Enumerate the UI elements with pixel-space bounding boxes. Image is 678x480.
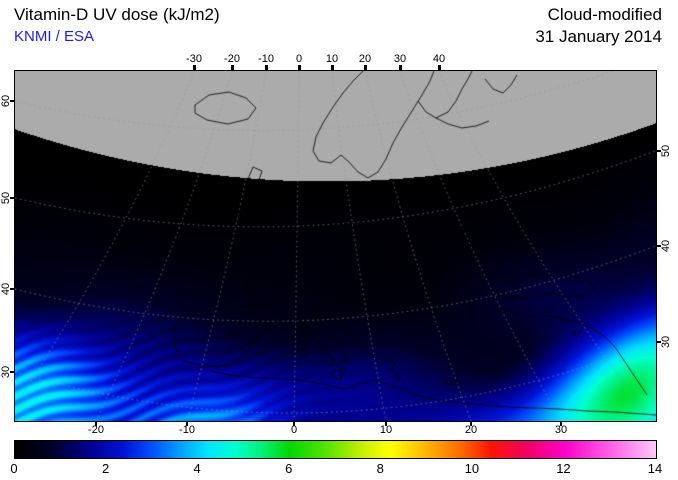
axis-tickmark bbox=[656, 341, 661, 343]
longitude-tick-label: -20 bbox=[224, 53, 240, 65]
latitude-tick-label: 40 bbox=[660, 239, 672, 253]
colorbar-tick-label: 2 bbox=[101, 461, 110, 476]
axis-tickmark bbox=[231, 65, 234, 71]
colorbar-tick-label: 6 bbox=[285, 461, 293, 476]
longitude-tick-label: 0 bbox=[295, 53, 303, 65]
longitude-tick-label: 10 bbox=[325, 53, 339, 65]
axis-tickmark bbox=[656, 150, 661, 152]
longitude-tick-label: -20 bbox=[88, 424, 104, 436]
product-mode: Cloud-modified bbox=[547, 5, 662, 24]
axis-tickmark bbox=[385, 421, 387, 426]
axis-tickmark bbox=[656, 245, 661, 247]
longitude-tick-label: 30 bbox=[393, 53, 407, 65]
axis-tickmark bbox=[399, 65, 402, 71]
axis-tickmark bbox=[293, 421, 295, 426]
colorbar-tick-label: 10 bbox=[464, 461, 480, 476]
longitude-tick-label: 30 bbox=[554, 424, 568, 436]
axis-tickmark bbox=[364, 65, 367, 71]
colorbar-gradient bbox=[15, 441, 656, 458]
axis-tickmark bbox=[193, 65, 196, 71]
axis-tickmark bbox=[470, 421, 472, 426]
axis-tickmark bbox=[95, 421, 97, 426]
longitude-tick-label: 10 bbox=[379, 424, 393, 436]
colorbar bbox=[14, 440, 657, 459]
longitude-tick-label: -30 bbox=[186, 53, 202, 65]
map-panel: -30 -20 -10 0 10 20 30 40 -20 -10 0 10 20 30 60 50 40 30 5… bbox=[0, 53, 672, 436]
uv-dose-map-canvas bbox=[15, 71, 656, 421]
longitude-tick-label: 0 bbox=[290, 424, 298, 436]
longitude-tick-label: 20 bbox=[358, 53, 372, 65]
colorbar-tick-label: 14 bbox=[647, 461, 663, 476]
axis-tickmark bbox=[438, 65, 441, 71]
latitude-tick-label: 30 bbox=[660, 335, 672, 349]
axis-tickmark bbox=[10, 197, 15, 199]
longitude-tick-label: 20 bbox=[464, 424, 478, 436]
product-date: 31 January 2014 bbox=[535, 27, 662, 46]
longitude-tick-label: -10 bbox=[179, 424, 195, 436]
axis-tickmark bbox=[560, 421, 562, 426]
axis-tickmark bbox=[186, 421, 188, 426]
page-title: Vitamin-D UV dose (kJ/m2) bbox=[14, 5, 220, 24]
axis-tickmark bbox=[10, 288, 15, 290]
colorbar-tick-label: 4 bbox=[193, 461, 201, 476]
colorbar-tick-label: 12 bbox=[556, 461, 571, 476]
longitude-tick-label: 40 bbox=[432, 53, 446, 65]
source-credit: KNMI / ESA bbox=[14, 28, 95, 45]
axis-tickmark bbox=[298, 65, 301, 71]
colorbar-tick-label: 0 bbox=[10, 461, 18, 476]
axis-tickmark bbox=[331, 65, 334, 71]
latitude-tick-label: 50 bbox=[660, 144, 672, 158]
axis-tickmark bbox=[265, 65, 268, 71]
colorbar-tick-label: 8 bbox=[376, 461, 384, 476]
longitude-tick-label: -10 bbox=[258, 53, 274, 65]
axis-tickmark bbox=[10, 100, 15, 102]
axis-tickmark bbox=[10, 371, 15, 373]
